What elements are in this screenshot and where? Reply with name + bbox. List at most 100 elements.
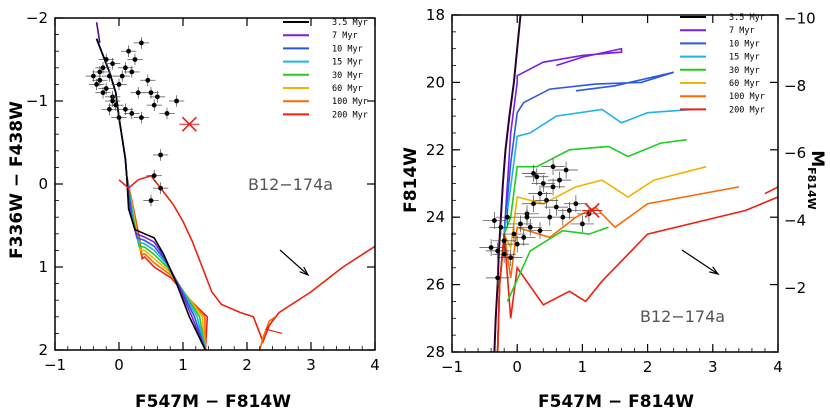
- star-point: [495, 275, 501, 281]
- x-tick-label: 3: [708, 358, 718, 376]
- arrow-shaft: [279, 249, 309, 276]
- star-point: [110, 61, 115, 67]
- star-point: [139, 40, 144, 46]
- star-point: [148, 198, 154, 204]
- legend-label: 3.5 Myr: [332, 18, 368, 28]
- star-point: [501, 238, 507, 244]
- left-legend: 3.5 Myr 7 Myr 10 Myr 15 Myr 30 Myr 60 Myr 100 …: [283, 18, 368, 120]
- star-point: [534, 174, 540, 180]
- legend-label: 10 Myr: [332, 44, 363, 54]
- left-y-axis-label: F336W − F438W: [7, 101, 27, 259]
- star-point: [505, 214, 510, 220]
- y-tick-label: 26: [426, 276, 445, 294]
- right-y-axis-label: F814W: [401, 147, 421, 213]
- star-point: [488, 245, 494, 250]
- legend-label: 60 Myr: [729, 79, 760, 89]
- left-reddening-arrow: [279, 249, 310, 277]
- star-point: [524, 214, 530, 220]
- isochrone-top: [95, 22, 101, 44]
- star-point: [537, 191, 543, 197]
- x-tick-label: 0: [512, 358, 522, 376]
- star-point: [145, 77, 151, 83]
- star-point: [123, 65, 128, 71]
- isochrone-7: [496, 196, 779, 353]
- isochrone-tip: [764, 186, 779, 195]
- y-tick-label: 0: [38, 175, 48, 193]
- star-point: [139, 115, 144, 120]
- star-point: [91, 73, 96, 79]
- y-tick-label: 20: [426, 73, 445, 91]
- star-point: [508, 255, 514, 261]
- legend-label: 30 Myr: [729, 66, 760, 76]
- arrow-head: [709, 266, 720, 275]
- right-reddening-arrow: [681, 249, 720, 275]
- isochrone-3.5myr: [493, 14, 522, 353]
- legend-label: 10 Myr: [729, 39, 760, 49]
- isochrone-30myr-lower: [506, 226, 609, 302]
- star-point: [174, 98, 180, 104]
- star-point: [553, 204, 559, 210]
- y2-tick-label: −6: [784, 144, 806, 162]
- x-tick-label: 4: [370, 356, 380, 374]
- star-point: [97, 77, 103, 83]
- legend-label: 200 Myr: [729, 105, 765, 115]
- star-point: [498, 224, 504, 230]
- y-tick-label: 28: [426, 343, 445, 361]
- legend-label: 7 Myr: [729, 26, 755, 36]
- star-point: [151, 173, 157, 179]
- star-point: [521, 235, 527, 240]
- legend-label: 30 Myr: [332, 71, 363, 81]
- legend-label: 60 Myr: [332, 84, 363, 94]
- legend-label: 3.5 Myr: [729, 13, 765, 23]
- star-point: [158, 185, 164, 191]
- left-isochrones: [95, 22, 376, 351]
- y-tick-label: −2: [26, 9, 48, 27]
- star-point: [573, 201, 579, 207]
- star-point: [129, 111, 135, 116]
- x-tick-label: 4: [773, 358, 783, 376]
- star-point: [531, 170, 536, 176]
- star-point: [580, 221, 585, 227]
- left-x-axis-label: F547M − F814W: [135, 392, 291, 412]
- star-point: [566, 208, 572, 213]
- star-point: [518, 221, 523, 227]
- x-tick-label: −1: [441, 358, 463, 376]
- y-tick-label: 2: [38, 341, 48, 359]
- star-point: [527, 224, 533, 230]
- star-point: [107, 73, 112, 79]
- y2-tick-label: −2: [784, 279, 806, 297]
- x-tick-label: 0: [114, 356, 124, 374]
- star-point: [164, 111, 170, 116]
- x-tick-label: 3: [306, 356, 316, 374]
- right-stars: [479, 158, 603, 287]
- legend-label: 100 Myr: [332, 97, 368, 107]
- star-point: [491, 218, 497, 223]
- star-point: [158, 152, 164, 158]
- y-tick-label: −1: [26, 92, 48, 110]
- left-stars: [85, 37, 200, 207]
- star-point: [107, 106, 112, 112]
- star-point: [100, 90, 106, 96]
- y2-tick-label: −4: [784, 212, 806, 230]
- right-x-axis-label: F547M − F814W: [538, 392, 694, 412]
- star-point: [550, 184, 556, 190]
- star-point: [119, 73, 125, 79]
- star-point: [148, 90, 154, 96]
- star-point: [560, 214, 566, 220]
- y-tick-label: 18: [426, 6, 445, 24]
- star-point: [557, 177, 562, 183]
- right-annotation: B12−174a: [640, 307, 725, 326]
- x-tick-label: 1: [178, 356, 188, 374]
- star-point: [100, 65, 106, 71]
- star-point: [511, 231, 517, 237]
- star-point: [151, 102, 157, 108]
- y-tick-label: 22: [426, 141, 445, 159]
- right-y2-axis-label: MF814W: [805, 150, 827, 210]
- arrow-head: [299, 266, 310, 277]
- star-point: [113, 102, 119, 108]
- y-tick-label: 1: [38, 258, 48, 276]
- star-point: [110, 98, 115, 104]
